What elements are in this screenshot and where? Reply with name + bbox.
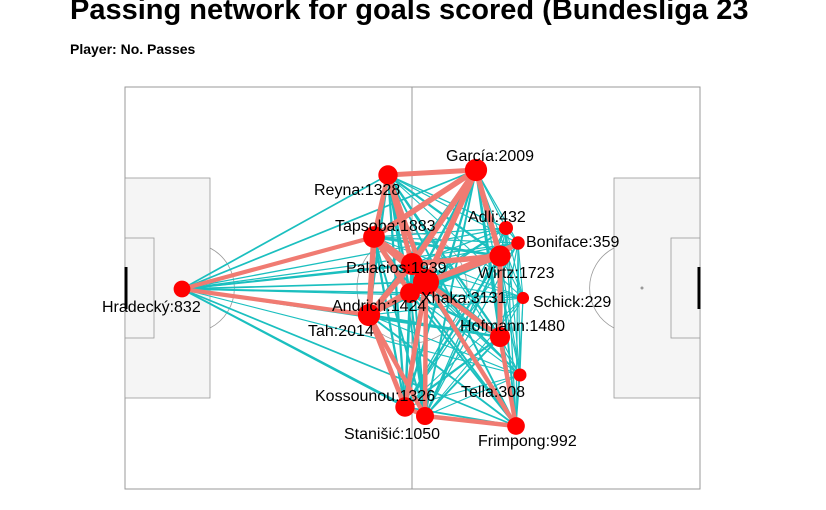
pass-edge-reyna-hradecký	[181, 174, 389, 290]
player-label: Xhaka:3131	[421, 290, 507, 307]
pass-edge-adli-palacios	[411, 227, 507, 265]
player-label: Hofmann:1480	[460, 318, 565, 335]
pass-edge-hradecký-tah	[179, 286, 372, 318]
pass-edge-reyna-adli	[387, 174, 507, 229]
pass-edge-garcía-palacios	[409, 167, 479, 267]
chart-title: Passing network for goals scored (Bundes…	[70, 0, 749, 26]
player-node	[516, 291, 530, 305]
pass-edge-hradecký-frimpong	[181, 288, 517, 427]
pass-edge-schick-tah	[368, 297, 524, 316]
player-label: Reyna:1328	[314, 182, 400, 199]
player-label: Palacios:1939	[346, 260, 447, 277]
pass-edge-wirtz-stanišić	[424, 255, 501, 417]
player-node	[378, 165, 398, 185]
player-node	[511, 236, 525, 250]
player-node	[464, 158, 488, 182]
pass-edge-adli-hradecký	[181, 227, 507, 290]
pass-edge-xhaka-frimpong	[423, 279, 519, 429]
player-label: Frimpong:992	[478, 433, 577, 450]
player-label: Schick:229	[533, 294, 611, 311]
pass-edge-hradecký-xhaka	[181, 281, 427, 290]
chart-subtitle: Player: No. Passes	[70, 41, 196, 57]
pass-edge-xhaka-hofmann	[423, 279, 503, 340]
pass-edge-wirtz-xhaka	[423, 253, 503, 285]
left-six-yard-box	[124, 237, 155, 339]
player-label: Adli:432	[468, 209, 526, 226]
pass-edge-xhaka-stanišić	[422, 279, 429, 419]
player-label: Kossounou:1326	[315, 388, 435, 405]
player-label: Stanišić:1050	[344, 426, 440, 443]
player-node	[513, 368, 527, 382]
player-node	[489, 245, 511, 267]
pass-edge-tah-stanišić	[366, 312, 428, 419]
pitch	[124, 86, 701, 490]
player-label: Wirtz:1723	[478, 265, 555, 282]
pass-edge-hofmann-frimpong	[497, 334, 519, 429]
player-nodes	[173, 158, 530, 435]
penalty-spot	[640, 286, 644, 290]
player-node	[363, 226, 385, 248]
player-node	[412, 268, 440, 296]
pass-edge-tah-tella	[368, 314, 521, 376]
pass-edge-boniface-schick	[517, 242, 524, 299]
pass-edge-tah-frimpong	[368, 314, 517, 427]
player-node	[401, 253, 423, 275]
player-label: Tah:2014	[308, 323, 374, 340]
pass-edge-garcía-wirtz	[473, 167, 503, 259]
pass-edge-tapsoba-andrich	[371, 234, 413, 296]
player-node	[400, 283, 420, 303]
player-label: Tella:308	[461, 384, 525, 401]
player-labels: García:2009 Reyna:1328 Adli:432 Tapsoba:188…	[102, 148, 620, 450]
pass-edge-hofmann-kossounou	[403, 335, 502, 409]
player-node	[357, 303, 381, 327]
pass-edge-tella-stanišić	[424, 374, 521, 417]
pass-edge-hradecký-stanišić	[181, 288, 426, 417]
right-six-yard-box	[670, 237, 701, 339]
player-node	[415, 406, 435, 426]
pass-edge-boniface-hradecký	[181, 242, 519, 290]
pass-edge-garcía-hradecký	[181, 169, 477, 290]
pass-edge-boniface-frimpong	[515, 242, 519, 427]
player-node	[173, 280, 191, 298]
pass-edge-tapsoba-frimpong	[373, 236, 517, 427]
pass-edge-tapsoba-wirtz	[372, 235, 502, 258]
player-label: Tapsoba:1883	[335, 218, 436, 235]
pass-edge-tapsoba-tah	[366, 234, 377, 318]
player-label: Andrich:1424	[332, 298, 426, 315]
player-label: Boniface:359	[526, 234, 620, 251]
player-label: García:2009	[446, 148, 534, 165]
player-node	[489, 326, 511, 348]
player-node	[498, 220, 514, 236]
pass-edge-tah-hofmann	[367, 313, 502, 339]
pass-edge-xhaka-schick	[425, 281, 524, 299]
pass-edge-stanišić-frimpong	[422, 413, 519, 429]
pass-edge-garcía-tapsoba	[371, 167, 479, 240]
player-label: Hradecký:832	[102, 299, 201, 316]
pass-edge-palacios-wirtz	[409, 253, 503, 267]
pass-edge-garcía-reyna	[385, 167, 479, 178]
pass-edge-reyna-kossounou	[386, 173, 407, 409]
right-penalty-arc	[589, 247, 615, 329]
player-node	[395, 397, 415, 417]
pass-edge-adli-tapsoba	[373, 227, 507, 238]
pass-edge-tapsoba-hradecký	[179, 234, 377, 292]
pass-edge-wirtz-tella	[499, 255, 521, 376]
pass-edge-andrich-tella	[409, 292, 521, 376]
pass-edge-hofmann-stanišić	[424, 336, 501, 417]
player-node	[507, 417, 525, 435]
